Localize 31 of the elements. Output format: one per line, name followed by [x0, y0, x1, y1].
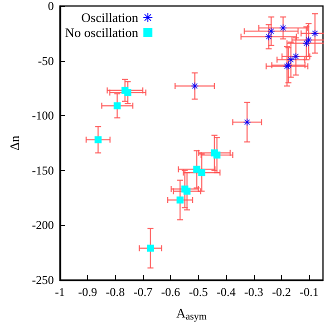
point	[94, 136, 102, 144]
x-tick-label: -0.2	[272, 285, 291, 299]
x-tick-label: -0.4	[216, 285, 236, 299]
point	[184, 188, 191, 195]
point	[280, 24, 287, 32]
legend-label: No oscillation	[65, 25, 139, 40]
y-tick-label: 0	[48, 0, 54, 13]
x-tick-label: -0.6	[161, 285, 180, 299]
point	[311, 30, 318, 37]
y-tick-label: -50	[38, 54, 54, 68]
legend-label: Oscillation	[81, 10, 139, 25]
point	[198, 169, 206, 176]
x-tick-label: -0.5	[188, 285, 208, 299]
x-tick-label: -0.3	[244, 285, 264, 299]
point	[124, 89, 132, 96]
point	[191, 82, 198, 90]
x-tick-label: -0.9	[78, 285, 98, 299]
x-tick-label: -0.7	[133, 285, 152, 299]
y-tick-label: -100	[32, 108, 54, 123]
point	[114, 102, 121, 110]
y-tick-label: -250	[32, 273, 54, 287]
y-tick-label: -150	[32, 163, 54, 178]
y-axis-title: Δn	[7, 135, 22, 150]
x-tick-label: -0.8	[106, 285, 125, 299]
x-tick-label: -1	[54, 285, 65, 299]
point	[176, 196, 184, 204]
point	[292, 52, 300, 60]
y-tick-label: -200	[32, 218, 54, 232]
x-tick-label: -0.1	[300, 285, 319, 299]
point	[213, 152, 220, 159]
point	[146, 244, 154, 252]
